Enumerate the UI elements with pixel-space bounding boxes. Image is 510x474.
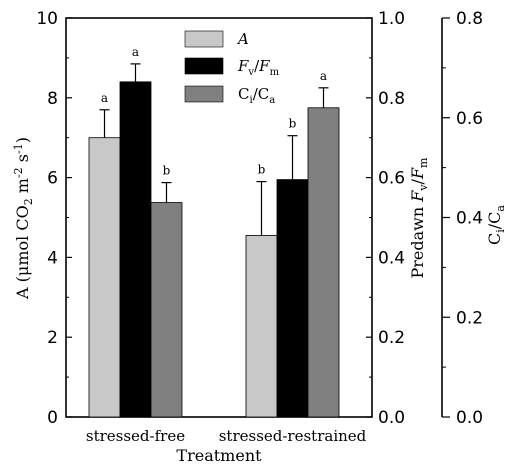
- significance-letter: b: [289, 117, 297, 131]
- ci-ca-tick-label: 0.8: [456, 9, 483, 29]
- ci-ca-tick-label: 0.4: [456, 209, 483, 229]
- fv-fm-axis-ticks: 0.0 0.2 0.4 0.6 0.8 1.0: [366, 9, 405, 428]
- bar-0-1: [245, 235, 278, 418]
- legend-swatch-a: [184, 30, 224, 48]
- fv-fm-tick-label: 0.0: [378, 408, 405, 428]
- x-axis-title: Treatment: [176, 446, 262, 465]
- bar-0-0: [88, 137, 121, 418]
- bar-1-1: [276, 179, 309, 418]
- left-tick-label: 8: [47, 89, 58, 109]
- fv-fm-tick-label: 0.6: [378, 169, 405, 189]
- left-tick-label: 4: [47, 248, 58, 268]
- legend-label-fv-fm: Fv/Fm: [237, 57, 280, 78]
- legend-label-ci-ca: Ci/Ca: [238, 85, 275, 106]
- fv-fm-tick-label: 1.0: [378, 9, 405, 29]
- left-axis-ticks: 0 2 4 6 8 10: [36, 9, 72, 428]
- legend: A Fv/Fm Ci/Ca: [184, 30, 280, 106]
- significance-letter: b: [163, 164, 171, 178]
- significance-letter: b: [258, 163, 266, 177]
- legend-label-a: A: [236, 30, 249, 48]
- legend-swatch-fv-fm: [184, 57, 224, 75]
- significance-letter: a: [320, 69, 327, 83]
- fv-fm-tick-label: 0.8: [378, 89, 405, 109]
- bar-1-0: [119, 81, 152, 418]
- left-tick-label: 0: [47, 408, 58, 428]
- significance-letter: a: [101, 91, 108, 105]
- category-labels: stressed-free stressed-restrained: [86, 427, 367, 445]
- bar-2-0: [150, 202, 183, 418]
- legend-swatch-ci-ca: [184, 85, 224, 103]
- ci-ca-axis-ticks: 0.0 0.2 0.4 0.6 0.8: [442, 9, 483, 428]
- fv-fm-tick-label: 0.2: [378, 328, 405, 348]
- left-tick-label: 6: [47, 169, 58, 189]
- fv-fm-axis-title: Predawn Fv/Fm: [408, 157, 430, 279]
- left-axis-title: A (μmol CO2 m-2 s-1): [12, 137, 35, 300]
- category-label: stressed-restrained: [219, 427, 367, 445]
- significance-letter: a: [132, 45, 139, 59]
- ci-ca-axis-title: Ci/Ca: [485, 205, 507, 245]
- ci-ca-tick-label: 0.2: [456, 308, 483, 328]
- ci-ca-tick-label: 0.0: [456, 408, 483, 428]
- ci-ca-tick-label: 0.6: [456, 109, 483, 129]
- left-tick-label: 10: [36, 9, 58, 29]
- bars: a b a b b a: [88, 45, 340, 418]
- fv-fm-tick-label: 0.4: [378, 248, 405, 268]
- bar-2-1: [307, 107, 340, 418]
- left-tick-label: 2: [47, 328, 58, 348]
- category-label: stressed-free: [86, 427, 185, 445]
